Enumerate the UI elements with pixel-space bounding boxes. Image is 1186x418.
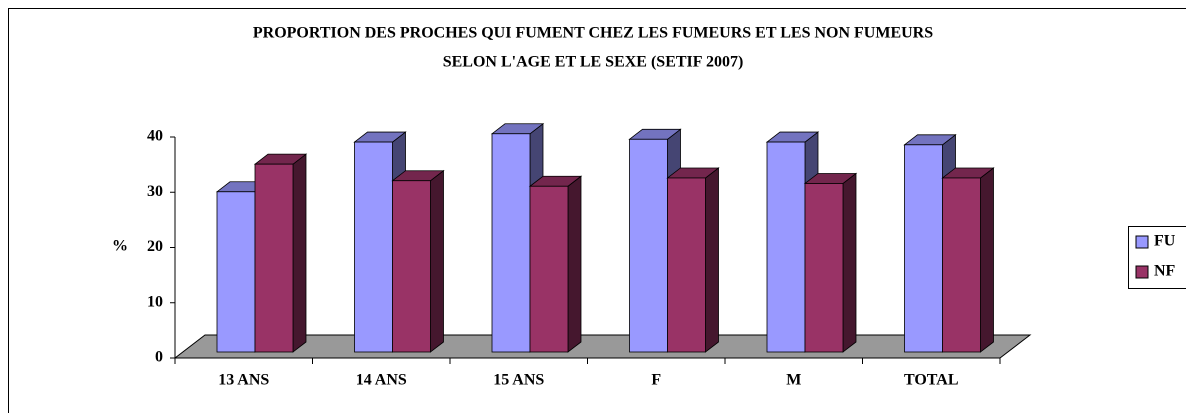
bar xyxy=(217,192,255,352)
bar xyxy=(668,178,706,352)
bar-side xyxy=(843,173,856,352)
legend-swatch xyxy=(1136,236,1148,248)
chart-title: PROPORTION DES PROCHES QUI FUMENT CHEZ L… xyxy=(253,25,933,42)
bar-side xyxy=(568,176,581,352)
x-tick-label: TOTAL xyxy=(904,372,959,389)
bar xyxy=(355,142,393,352)
bar-side xyxy=(293,154,306,352)
y-tick-label: 0 xyxy=(155,349,163,366)
legend-label: NF xyxy=(1154,263,1176,280)
x-tick-label: 15 ANS xyxy=(493,372,544,389)
bar-side xyxy=(706,168,719,352)
y-axis-label: % xyxy=(112,238,128,255)
y-tick-label: 10 xyxy=(147,293,163,310)
x-tick-label: F xyxy=(651,372,661,389)
x-tick-label: 14 ANS xyxy=(356,372,407,389)
bar xyxy=(393,181,431,352)
x-tick-label: 13 ANS xyxy=(218,372,269,389)
bar-side xyxy=(981,168,994,352)
y-tick-label: 30 xyxy=(147,183,163,200)
bar xyxy=(630,139,668,352)
bar xyxy=(492,134,530,352)
bar xyxy=(905,145,943,352)
bar xyxy=(943,178,981,352)
bar xyxy=(767,142,805,352)
bar xyxy=(805,183,843,352)
bar-side xyxy=(431,171,444,352)
bar xyxy=(530,186,568,352)
y-tick-label: 20 xyxy=(147,238,163,255)
chart-subtitle: SELON L'AGE ET LE SEXE (SETIF 2007) xyxy=(443,54,744,71)
y-tick-label: 40 xyxy=(147,128,163,145)
x-tick-label: M xyxy=(786,372,801,389)
bar xyxy=(255,164,293,352)
legend-label: FU xyxy=(1154,233,1176,250)
legend-swatch xyxy=(1136,266,1148,278)
